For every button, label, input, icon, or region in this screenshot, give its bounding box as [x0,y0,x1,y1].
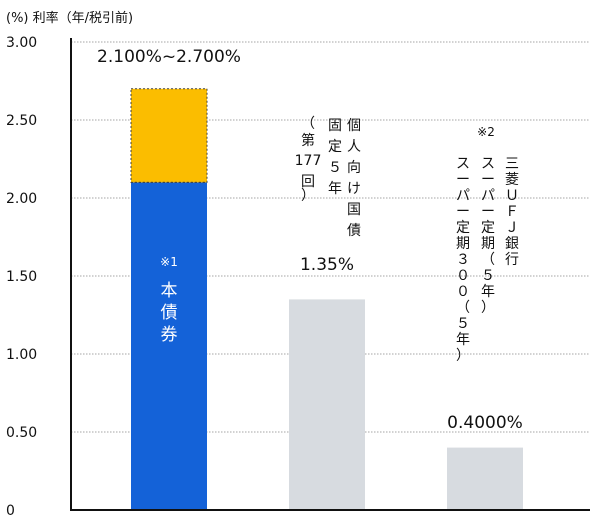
bar-category-label-char: ３ [456,252,470,268]
y-tick-label: 0 [6,503,15,519]
bar-category-label-char: ー [456,204,470,220]
bar-jgb [289,299,365,510]
bar-category-label: 固定 ５ 年 [328,118,342,197]
bar-category-label-char: 年 [481,284,495,300]
bar-category-label-char: 年 [456,332,470,348]
bar-category-label-char: 個 [347,118,361,134]
y-tick-label: 2.50 [6,113,37,129]
y-tick-label: 0.50 [6,425,37,441]
bar-category-label-char: 定 [481,220,495,236]
bar-value-label: 1.35% [300,255,354,275]
footnote-marker: ※2 [477,125,495,139]
bar-category-label-char: Ｊ [505,220,519,236]
bar-inner-label: 券 [161,325,178,345]
bar-inner-label: ※1 [160,255,178,269]
bar-category-label-char: 国 [347,202,361,218]
bar-category-label-char: 年 [328,181,342,197]
bar-category-label-char: 菱 [505,172,519,188]
bar-value-label: 0.4000% [447,413,523,433]
bar-category-label-char: ー [481,204,495,220]
bar-category-label-char: ス [481,156,495,172]
bar-labels: 2.100%~2.700%※1本債券1.35%個人向け国債固定５年（第177回）… [97,47,523,433]
bar-category-label-char: パ [456,188,470,204]
bar-category-label-char: パ [481,188,495,204]
bar-category-label-char: ス [456,156,470,172]
bar-category-label: （第 177 回） [295,116,322,204]
bar-inner-label: 債 [161,303,178,323]
bar-category-label-char: ） [456,348,470,364]
bar-category-label-char: ５ [456,316,470,332]
bar-category-label-char: 定 [328,139,342,155]
bar-category-label-char: 期 [456,236,470,252]
bar-category-label-char: 第 [301,132,315,149]
bar-value-label: 2.100%~2.700% [97,47,241,67]
bar-category-label-char: ５ [328,160,342,176]
bar-category-label-char: （ [456,300,470,316]
y-axis-ticks: 0 0.50 1.00 1.50 2.00 2.50 3.00 [6,35,37,519]
bar-category-label-char: （ [301,116,315,132]
bar-category-label-char: 向 [347,160,361,176]
bar-category-label-char: 期 [481,236,495,252]
bar-bank-deposit [447,447,523,510]
bar-base-rate [131,182,207,510]
bar-category-label-char: Ｕ [505,188,519,204]
bar-category-label-char: ー [456,172,470,188]
y-tick-label: 3.00 [6,35,37,51]
bar-category-label-char: 人 [347,139,361,155]
bar-category-label-char: ） [481,300,495,316]
bar-category-label-char: ） [301,188,315,204]
bar-category-label-char: 定 [456,220,470,236]
y-axis-unit-label: (%) 利率（年/税引前) [6,10,133,26]
y-tick-label: 2.00 [6,191,37,207]
y-tick-label: 1.50 [6,269,37,285]
bar-category-label-char: 債 [347,223,361,239]
bar-category-label-char: （ [481,252,495,268]
y-tick-label: 1.00 [6,347,37,363]
bar-category-label-char: 三 [505,156,519,172]
bars [130,88,523,510]
bar-category-label-char: 回 [301,174,315,190]
bar-category-label-char: ー [481,172,495,188]
bar-category-label-char: ５ [481,268,495,284]
bar-category-label-char: 銀 [505,236,519,252]
bar-inner-label: 本 [161,281,178,301]
bar-category-label-char: ０ [456,284,470,300]
bar-category-label-char: 177 [295,153,322,169]
bar-category-label-char: Ｆ [505,204,519,220]
bar-category-label-char: ０ [456,268,470,284]
bar-category-label-char: け [347,181,361,197]
bar-category-label-char: 行 [505,252,519,268]
bar-category-label-char: 固 [328,118,342,134]
bar-rate-range [130,88,208,183]
